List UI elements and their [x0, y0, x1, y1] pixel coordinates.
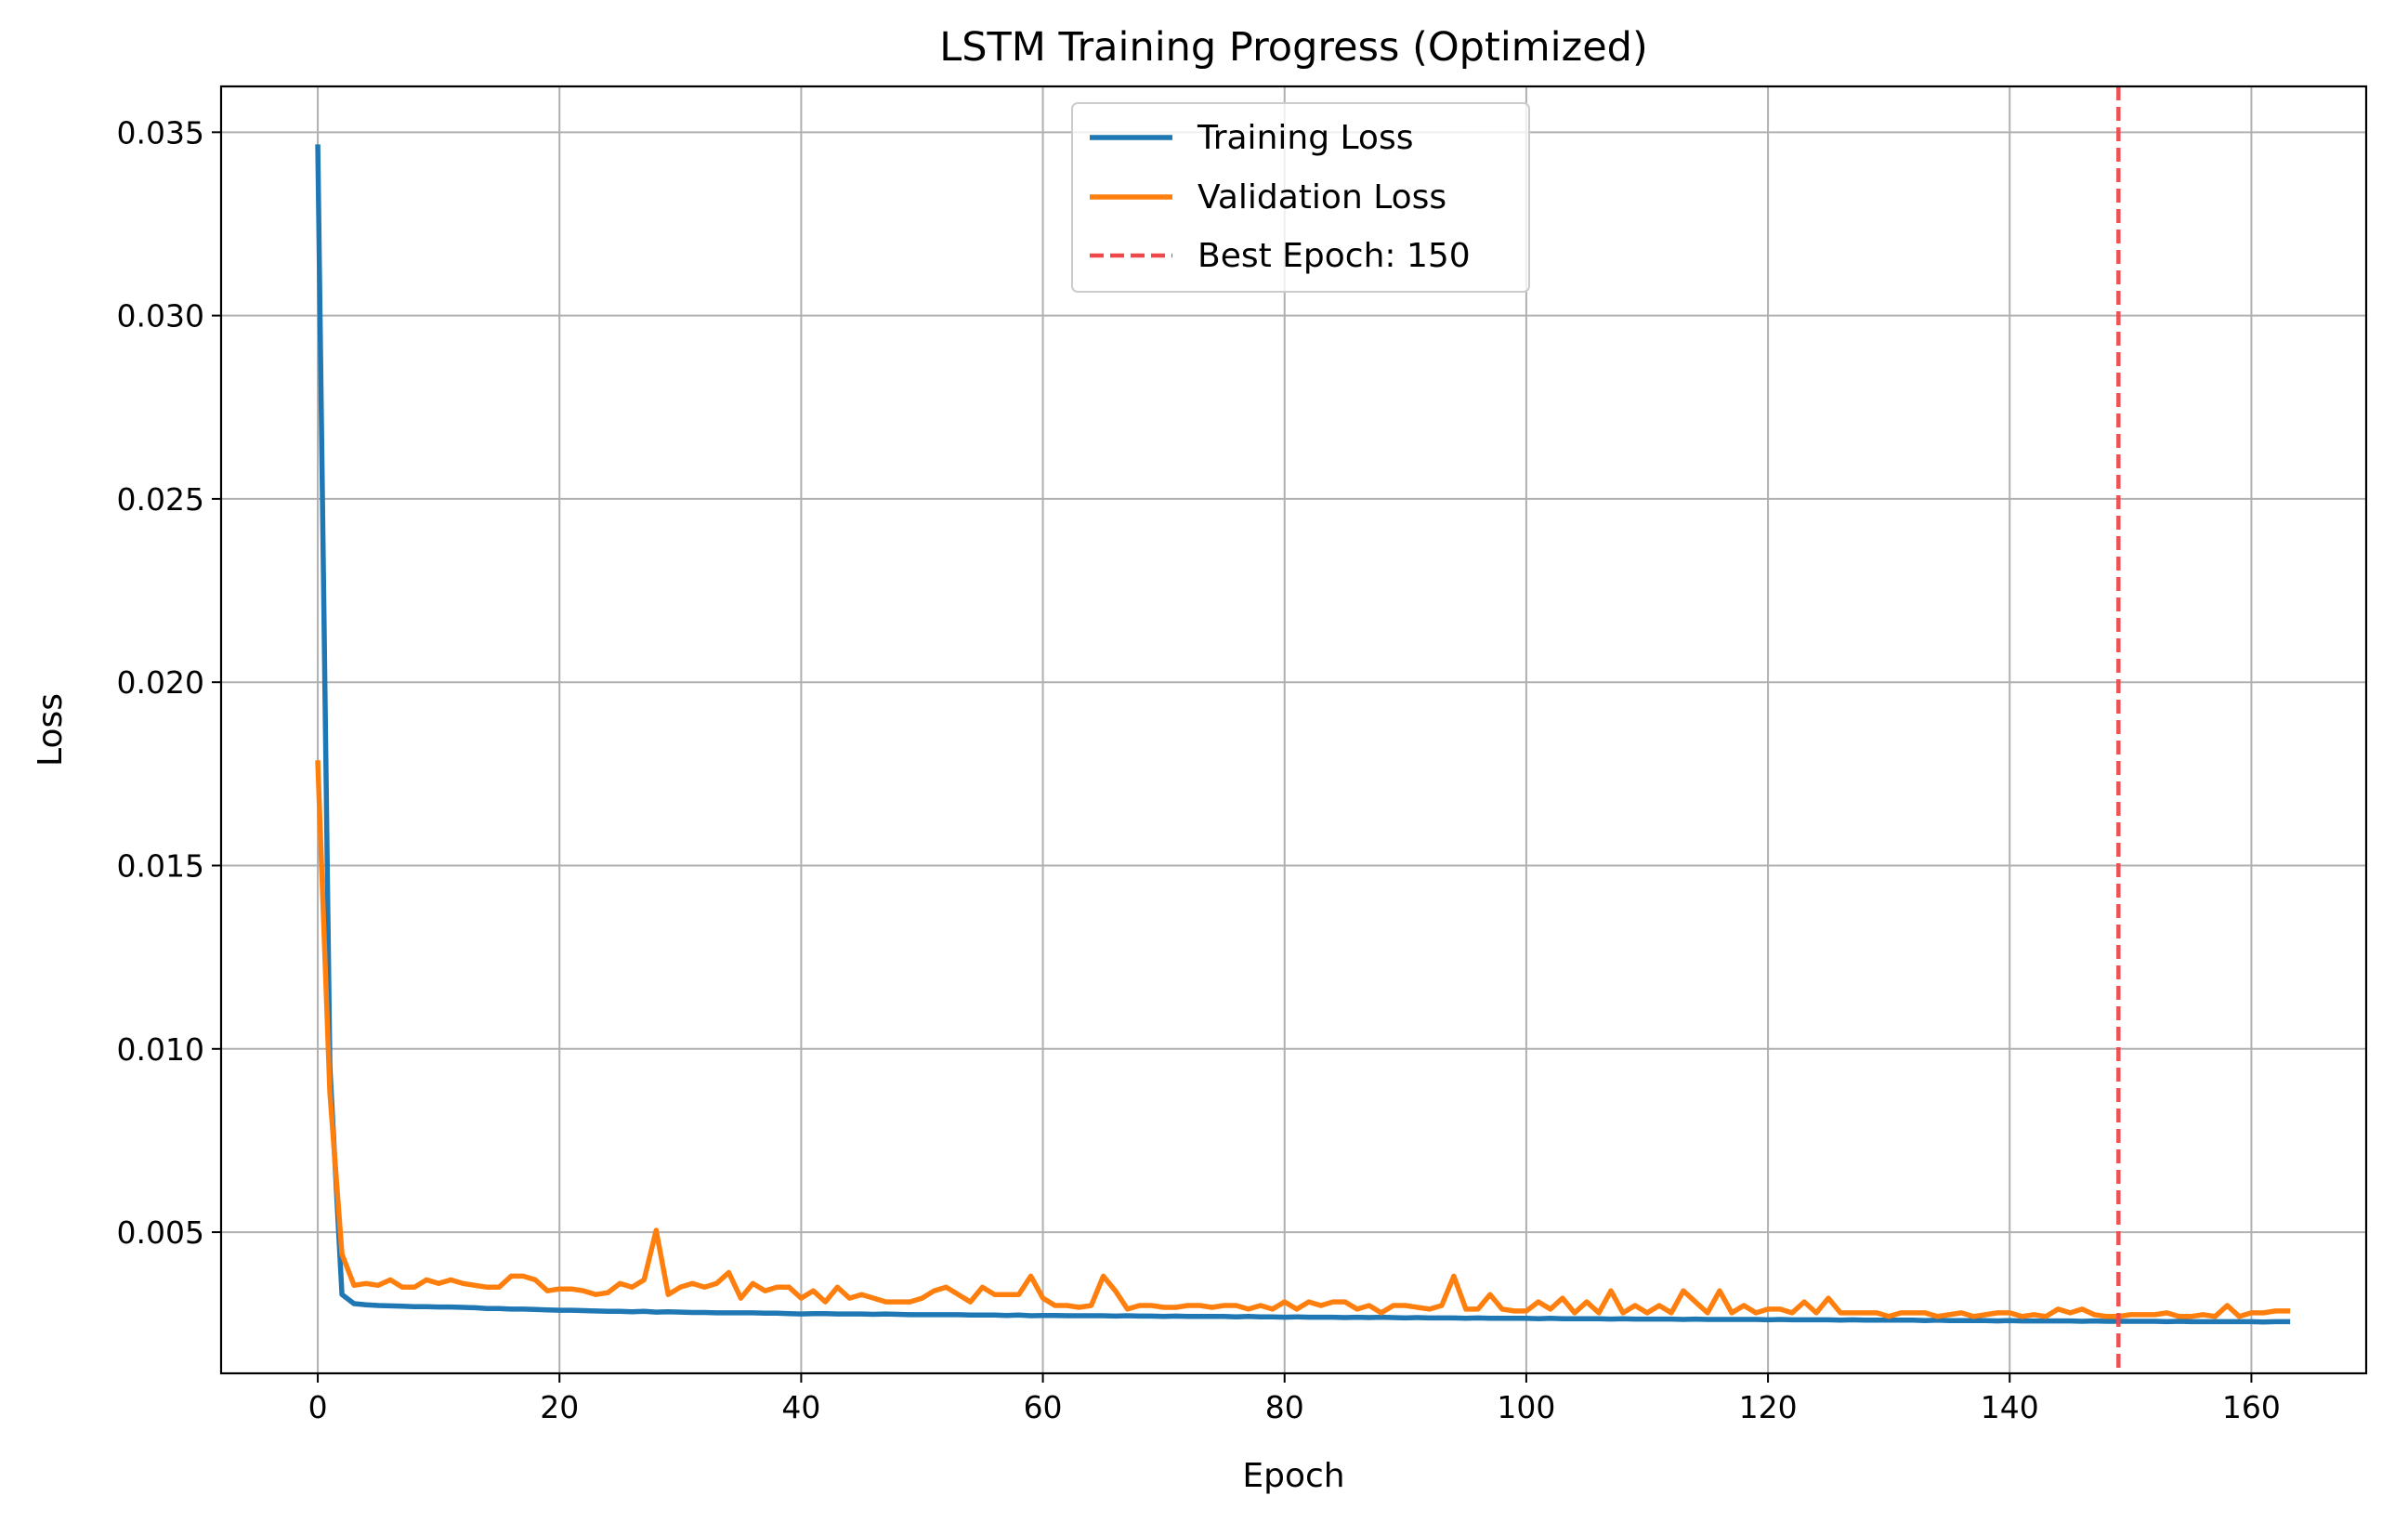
legend-label-training: Training Loss — [1197, 119, 1413, 157]
chart-title: LSTM Training Progress (Optimized) — [939, 24, 1647, 71]
y-axis-label: Loss — [32, 693, 70, 767]
plot-frame — [219, 85, 2368, 1375]
validation-loss-line — [315, 760, 2291, 1319]
grid — [221, 86, 2366, 1373]
legend-box — [1071, 102, 1530, 293]
x-tick-label: 80 — [1265, 1389, 1304, 1425]
y-tick-label: 0.010 — [117, 1031, 204, 1068]
x-tick-label: 60 — [1024, 1389, 1063, 1425]
x-tick-label: 120 — [1739, 1389, 1798, 1425]
legend-label-validation: Validation Loss — [1197, 178, 1446, 216]
ticks: 0 20 40 60 80 100 120 140 160 0.005 0.010 0.015 0.02… — [117, 114, 2281, 1425]
x-tick-label: 160 — [2222, 1389, 2281, 1425]
x-tick-label: 140 — [1981, 1389, 2039, 1425]
y-tick-label: 0.015 — [117, 847, 204, 884]
y-tick-label: 0.020 — [117, 664, 204, 701]
x-tick-label: 100 — [1497, 1389, 1555, 1425]
y-tick-label: 0.025 — [117, 481, 204, 518]
x-tick-label: 40 — [781, 1389, 820, 1425]
y-tick-label: 0.030 — [117, 298, 204, 335]
x-axis-label: Epoch — [1242, 1457, 1344, 1495]
legend-label-best-epoch: Best Epoch: 150 — [1197, 237, 1471, 275]
legend: Training Loss Validation Loss Best Epoch… — [1071, 102, 1530, 293]
x-tick-label: 0 — [308, 1389, 328, 1425]
y-tick-label: 0.005 — [117, 1214, 204, 1251]
series-layer — [315, 144, 2291, 1325]
x-tick-label: 20 — [540, 1389, 579, 1425]
training-loss-line — [315, 144, 2291, 1325]
y-tick-label: 0.035 — [117, 114, 204, 151]
